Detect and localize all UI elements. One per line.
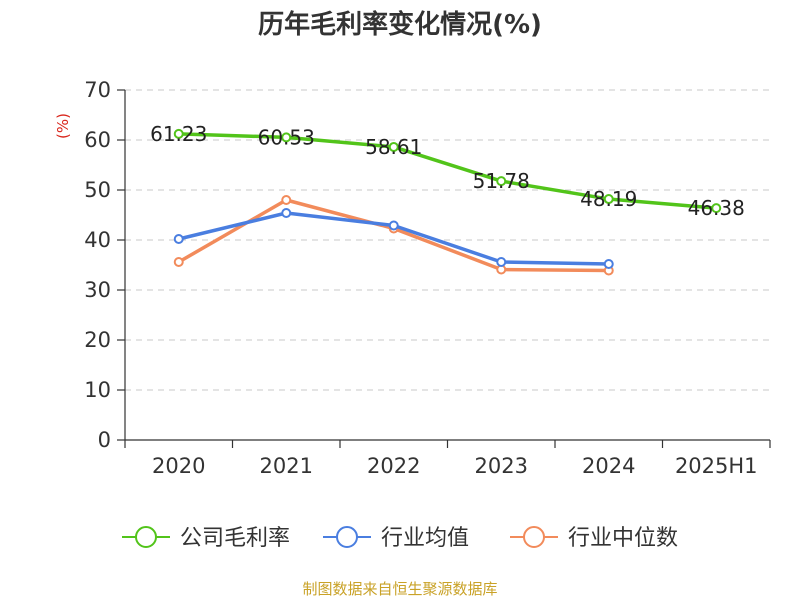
- chart-title: 历年毛利率变化情况(%): [258, 9, 542, 40]
- x-tick-label: 2024: [582, 454, 635, 478]
- x-tick-label: 2022: [367, 454, 420, 478]
- legend-marker: [135, 526, 157, 548]
- data-label: 46.38: [688, 196, 745, 220]
- data-point[interactable]: [173, 257, 184, 267]
- data-point[interactable]: [281, 195, 292, 205]
- x-tick-label: 2021: [260, 454, 313, 478]
- legend-item[interactable]: 行业均值: [323, 526, 469, 551]
- series-line: [177, 198, 611, 273]
- data-label: 51.78: [473, 169, 530, 193]
- data-point[interactable]: [281, 208, 292, 218]
- axes: 0 10 20 30 40 50 60 70 2020 2021 2022 2023 2024 2025H…: [84, 78, 771, 478]
- data-label: 61.23: [150, 122, 207, 146]
- y-tick-label: 0: [98, 428, 111, 452]
- gridlines: [125, 89, 770, 391]
- data-point[interactable]: [388, 141, 399, 152]
- legend-item[interactable]: 公司毛利率: [122, 526, 290, 551]
- data-point[interactable]: [388, 220, 399, 231]
- y-tick-label: 10: [84, 378, 111, 402]
- data-label: 60.53: [258, 125, 315, 149]
- data-point[interactable]: [173, 128, 184, 139]
- source-note: 制图数据来自恒生聚源数据库: [302, 580, 497, 598]
- data-point[interactable]: [281, 132, 292, 143]
- y-axis-unit: (%): [54, 113, 72, 139]
- legend-marker: [523, 526, 545, 548]
- y-tick-label: 40: [84, 228, 111, 252]
- data-label: 58.61: [365, 135, 422, 159]
- legend-item[interactable]: 行业中位数: [510, 526, 678, 551]
- y-tick-label: 60: [84, 128, 111, 152]
- data-point[interactable]: [603, 194, 614, 205]
- x-tick-label: 2023: [475, 454, 528, 478]
- data-labels: 61.23 60.53 58.61 51.78 48.19 46.38: [150, 122, 745, 220]
- x-tick-label: 2020: [152, 454, 205, 478]
- data-point[interactable]: [711, 203, 722, 214]
- legend-label: 公司毛利率: [180, 526, 290, 551]
- y-tick-label: 50: [84, 178, 111, 202]
- data-point[interactable]: [173, 234, 184, 244]
- y-tick-label: 70: [84, 78, 111, 102]
- data-point[interactable]: [496, 257, 507, 267]
- series-line: [177, 132, 718, 210]
- legend-label: 行业中位数: [568, 526, 678, 551]
- x-tick-label: 2025H1: [675, 454, 758, 478]
- series-group: [173, 128, 722, 276]
- legend-label: 行业均值: [381, 526, 469, 551]
- data-point[interactable]: [496, 176, 507, 187]
- data-label: 48.19: [580, 187, 637, 211]
- legend-marker: [336, 526, 358, 548]
- y-tick-label: 20: [84, 328, 111, 352]
- data-point[interactable]: [603, 259, 614, 269]
- legend[interactable]: 公司毛利率 行业均值 行业中位数: [122, 526, 678, 551]
- y-tick-label: 30: [84, 278, 111, 302]
